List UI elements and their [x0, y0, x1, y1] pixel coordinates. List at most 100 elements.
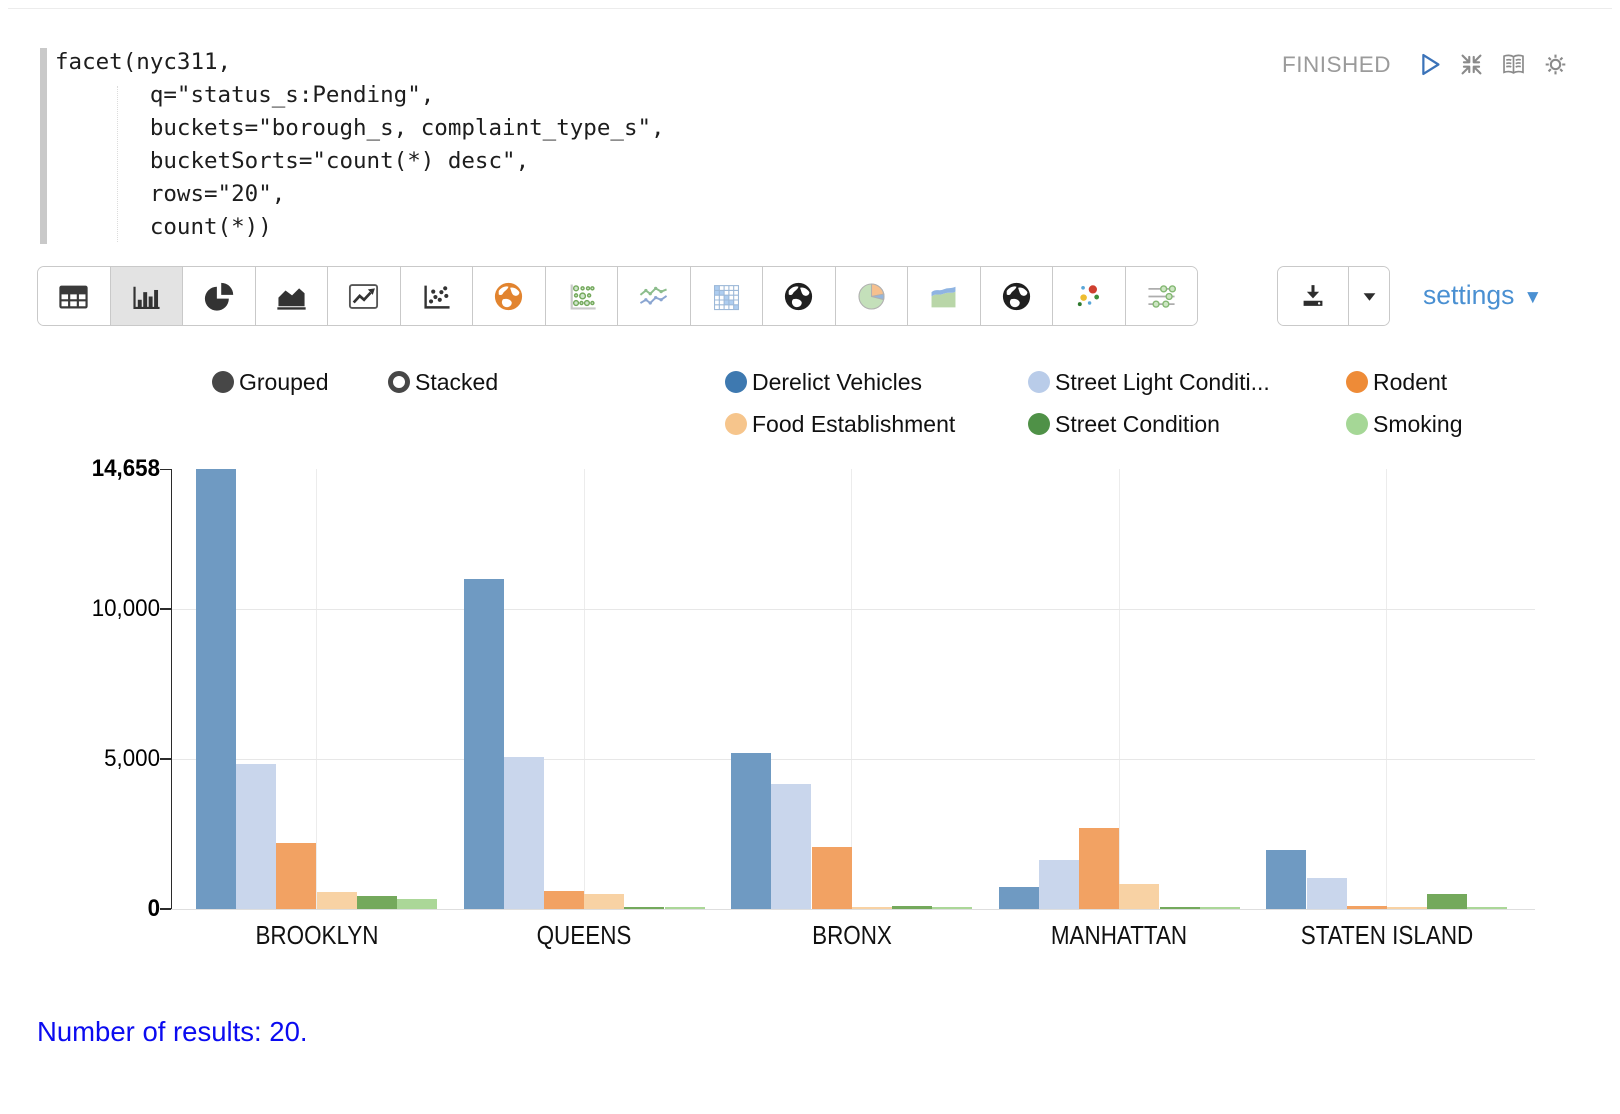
download-button[interactable]	[1278, 267, 1349, 325]
results-count: Number of results: 20.	[37, 1016, 308, 1047]
chart-type-slider-filter-button[interactable]	[1125, 267, 1197, 325]
bar-queens-street-condition[interactable]	[624, 906, 665, 909]
bar-manhattan-street-condition[interactable]	[1159, 906, 1200, 909]
bar-staten-island-smoking[interactable]	[1467, 907, 1508, 909]
bar-staten-island-rodent[interactable]	[1346, 905, 1387, 909]
bar-staten-island-street-light-conditi[interactable]	[1306, 877, 1347, 909]
chart-type-globe-dark-button[interactable]	[763, 267, 836, 325]
legend-item-street-light-conditi[interactable]: Street Light Conditi...	[1028, 368, 1270, 395]
chart-type-map-globe-orange-button[interactable]	[473, 267, 546, 325]
chart-type-line-chart-button[interactable]	[328, 267, 401, 325]
legend-dot	[1346, 371, 1368, 393]
settings-label: settings	[1423, 280, 1515, 310]
bar-bronx-rodent[interactable]	[811, 846, 852, 909]
y-axis-label: 5,000	[104, 745, 160, 772]
legend-label: Street Light Conditi...	[1055, 368, 1270, 395]
chart-type-area-chart-button[interactable]	[255, 267, 328, 325]
bar-bronx-derelict-vehicles[interactable]	[731, 753, 772, 909]
legend-dot	[725, 371, 747, 393]
bar-brooklyn-derelict-vehicles[interactable]	[195, 469, 237, 909]
legend-item-smoking[interactable]: Smoking	[1346, 410, 1463, 437]
legend-item-street-condition[interactable]: Street Condition	[1028, 411, 1220, 437]
chart-type-pie-chart-button[interactable]	[183, 267, 256, 325]
bar-manhattan-smoking[interactable]	[1199, 907, 1240, 909]
bar-queens-derelict-vehicles[interactable]	[463, 579, 504, 909]
bar-chart-icon	[128, 278, 165, 315]
bar-bronx-street-light-conditi[interactable]	[771, 783, 812, 909]
legend-mode-label: Stacked	[415, 368, 499, 395]
settings-caret-icon: ▼	[1523, 286, 1543, 308]
legend-label: Derelict Vehicles	[752, 368, 923, 395]
chart-type-scatter-plot-button[interactable]	[400, 267, 473, 325]
slider-filter-icon	[1143, 278, 1180, 315]
notebook-icon[interactable]	[1499, 50, 1528, 79]
chart-type-globe-dark2-button[interactable]	[980, 267, 1053, 325]
caret-down-icon	[1362, 289, 1377, 304]
chart-type-scatter-colored-button[interactable]	[1053, 267, 1126, 325]
gridline-horizontal	[172, 759, 1535, 760]
scatter-plot-icon	[418, 278, 455, 315]
bar-bronx-street-condition[interactable]	[891, 906, 933, 909]
x-axis-label-queens: QUEENS	[536, 922, 632, 950]
x-axis-label-staten-island: STATEN ISLAND	[1300, 922, 1474, 950]
bar-staten-island-food-establishment[interactable]	[1386, 907, 1428, 909]
bar-queens-food-establishment[interactable]	[584, 894, 625, 909]
download-group	[1277, 266, 1390, 326]
chart-type-bar-chart-button[interactable]	[110, 267, 183, 325]
bar-brooklyn-smoking[interactable]	[396, 899, 438, 909]
code-editor[interactable]: facet(nyc311, q="status_s:Pending", buck…	[37, 46, 1187, 246]
run-icon[interactable]	[1415, 50, 1444, 79]
legend-item-rodent[interactable]: Rodent	[1346, 368, 1448, 395]
radio-unselected-icon	[388, 371, 410, 393]
paragraph-control-icons	[1415, 50, 1570, 79]
settings-link[interactable]: settings ▼	[1423, 280, 1542, 311]
bar-brooklyn-street-condition[interactable]	[356, 896, 397, 909]
y-axis-label: 14,658	[91, 455, 160, 483]
bar-staten-island-derelict-vehicles[interactable]	[1266, 849, 1307, 909]
area-chart-icon	[273, 278, 310, 315]
legend-label: Rodent	[1373, 368, 1448, 395]
collapse-icon[interactable]	[1457, 50, 1486, 79]
legend-item-food-establishment[interactable]: Food Establishment	[725, 411, 955, 437]
chart-type-pie-colored-button[interactable]	[835, 267, 908, 325]
gear-icon[interactable]	[1541, 50, 1570, 79]
globe-dark-icon	[780, 278, 817, 315]
code-text: facet(nyc311, q="status_s:Pending", buck…	[55, 46, 1187, 244]
y-axis-label: 10,000	[91, 595, 160, 622]
chart-type-table-button[interactable]	[38, 267, 111, 325]
area-colored-icon	[925, 278, 962, 315]
chart-type-area-colored-button[interactable]	[908, 267, 981, 325]
bar-manhattan-food-establishment[interactable]	[1119, 883, 1160, 909]
bar-queens-rodent[interactable]	[543, 891, 585, 909]
legend-item-derelict-vehicles[interactable]: Derelict Vehicles	[725, 368, 923, 395]
map-globe-orange-icon	[490, 278, 527, 315]
y-axis-tick	[160, 758, 171, 760]
gridline-vertical	[316, 469, 317, 909]
chart-type-bubble-matrix-button[interactable]	[545, 267, 618, 325]
code-line: q="status_s:Pending",	[55, 82, 435, 108]
bar-brooklyn-food-establishment[interactable]	[316, 891, 357, 909]
bar-queens-street-light-conditi[interactable]	[503, 756, 544, 909]
bar-queens-smoking[interactable]	[664, 907, 705, 909]
gridline-vertical	[583, 469, 585, 909]
chart-type-multi-line-chart-button[interactable]	[618, 267, 691, 325]
legend-mode-grouped[interactable]: Grouped	[212, 369, 329, 395]
x-axis-label-bronx: BRONX	[811, 922, 892, 950]
chart-type-toolbar	[37, 266, 1198, 326]
bar-manhattan-street-light-conditi[interactable]	[1038, 859, 1080, 909]
bar-bronx-food-establishment[interactable]	[851, 907, 892, 909]
legend-label: Smoking	[1373, 410, 1463, 437]
bar-brooklyn-street-light-conditi[interactable]	[236, 763, 277, 909]
legend-mode-stacked[interactable]: Stacked	[388, 368, 499, 395]
bar-brooklyn-rodent[interactable]	[276, 843, 317, 909]
gridline-vertical	[1386, 469, 1388, 909]
bar-manhattan-rodent[interactable]	[1079, 828, 1120, 909]
editor-gutter	[40, 48, 47, 244]
gridline-vertical	[851, 469, 853, 909]
y-axis-tick	[160, 908, 171, 910]
bar-staten-island-street-condition[interactable]	[1427, 894, 1468, 909]
bar-manhattan-derelict-vehicles[interactable]	[998, 887, 1039, 909]
download-options-button[interactable]	[1349, 267, 1389, 325]
bar-bronx-smoking[interactable]	[932, 907, 973, 909]
chart-type-heatmap-button[interactable]	[690, 267, 763, 325]
